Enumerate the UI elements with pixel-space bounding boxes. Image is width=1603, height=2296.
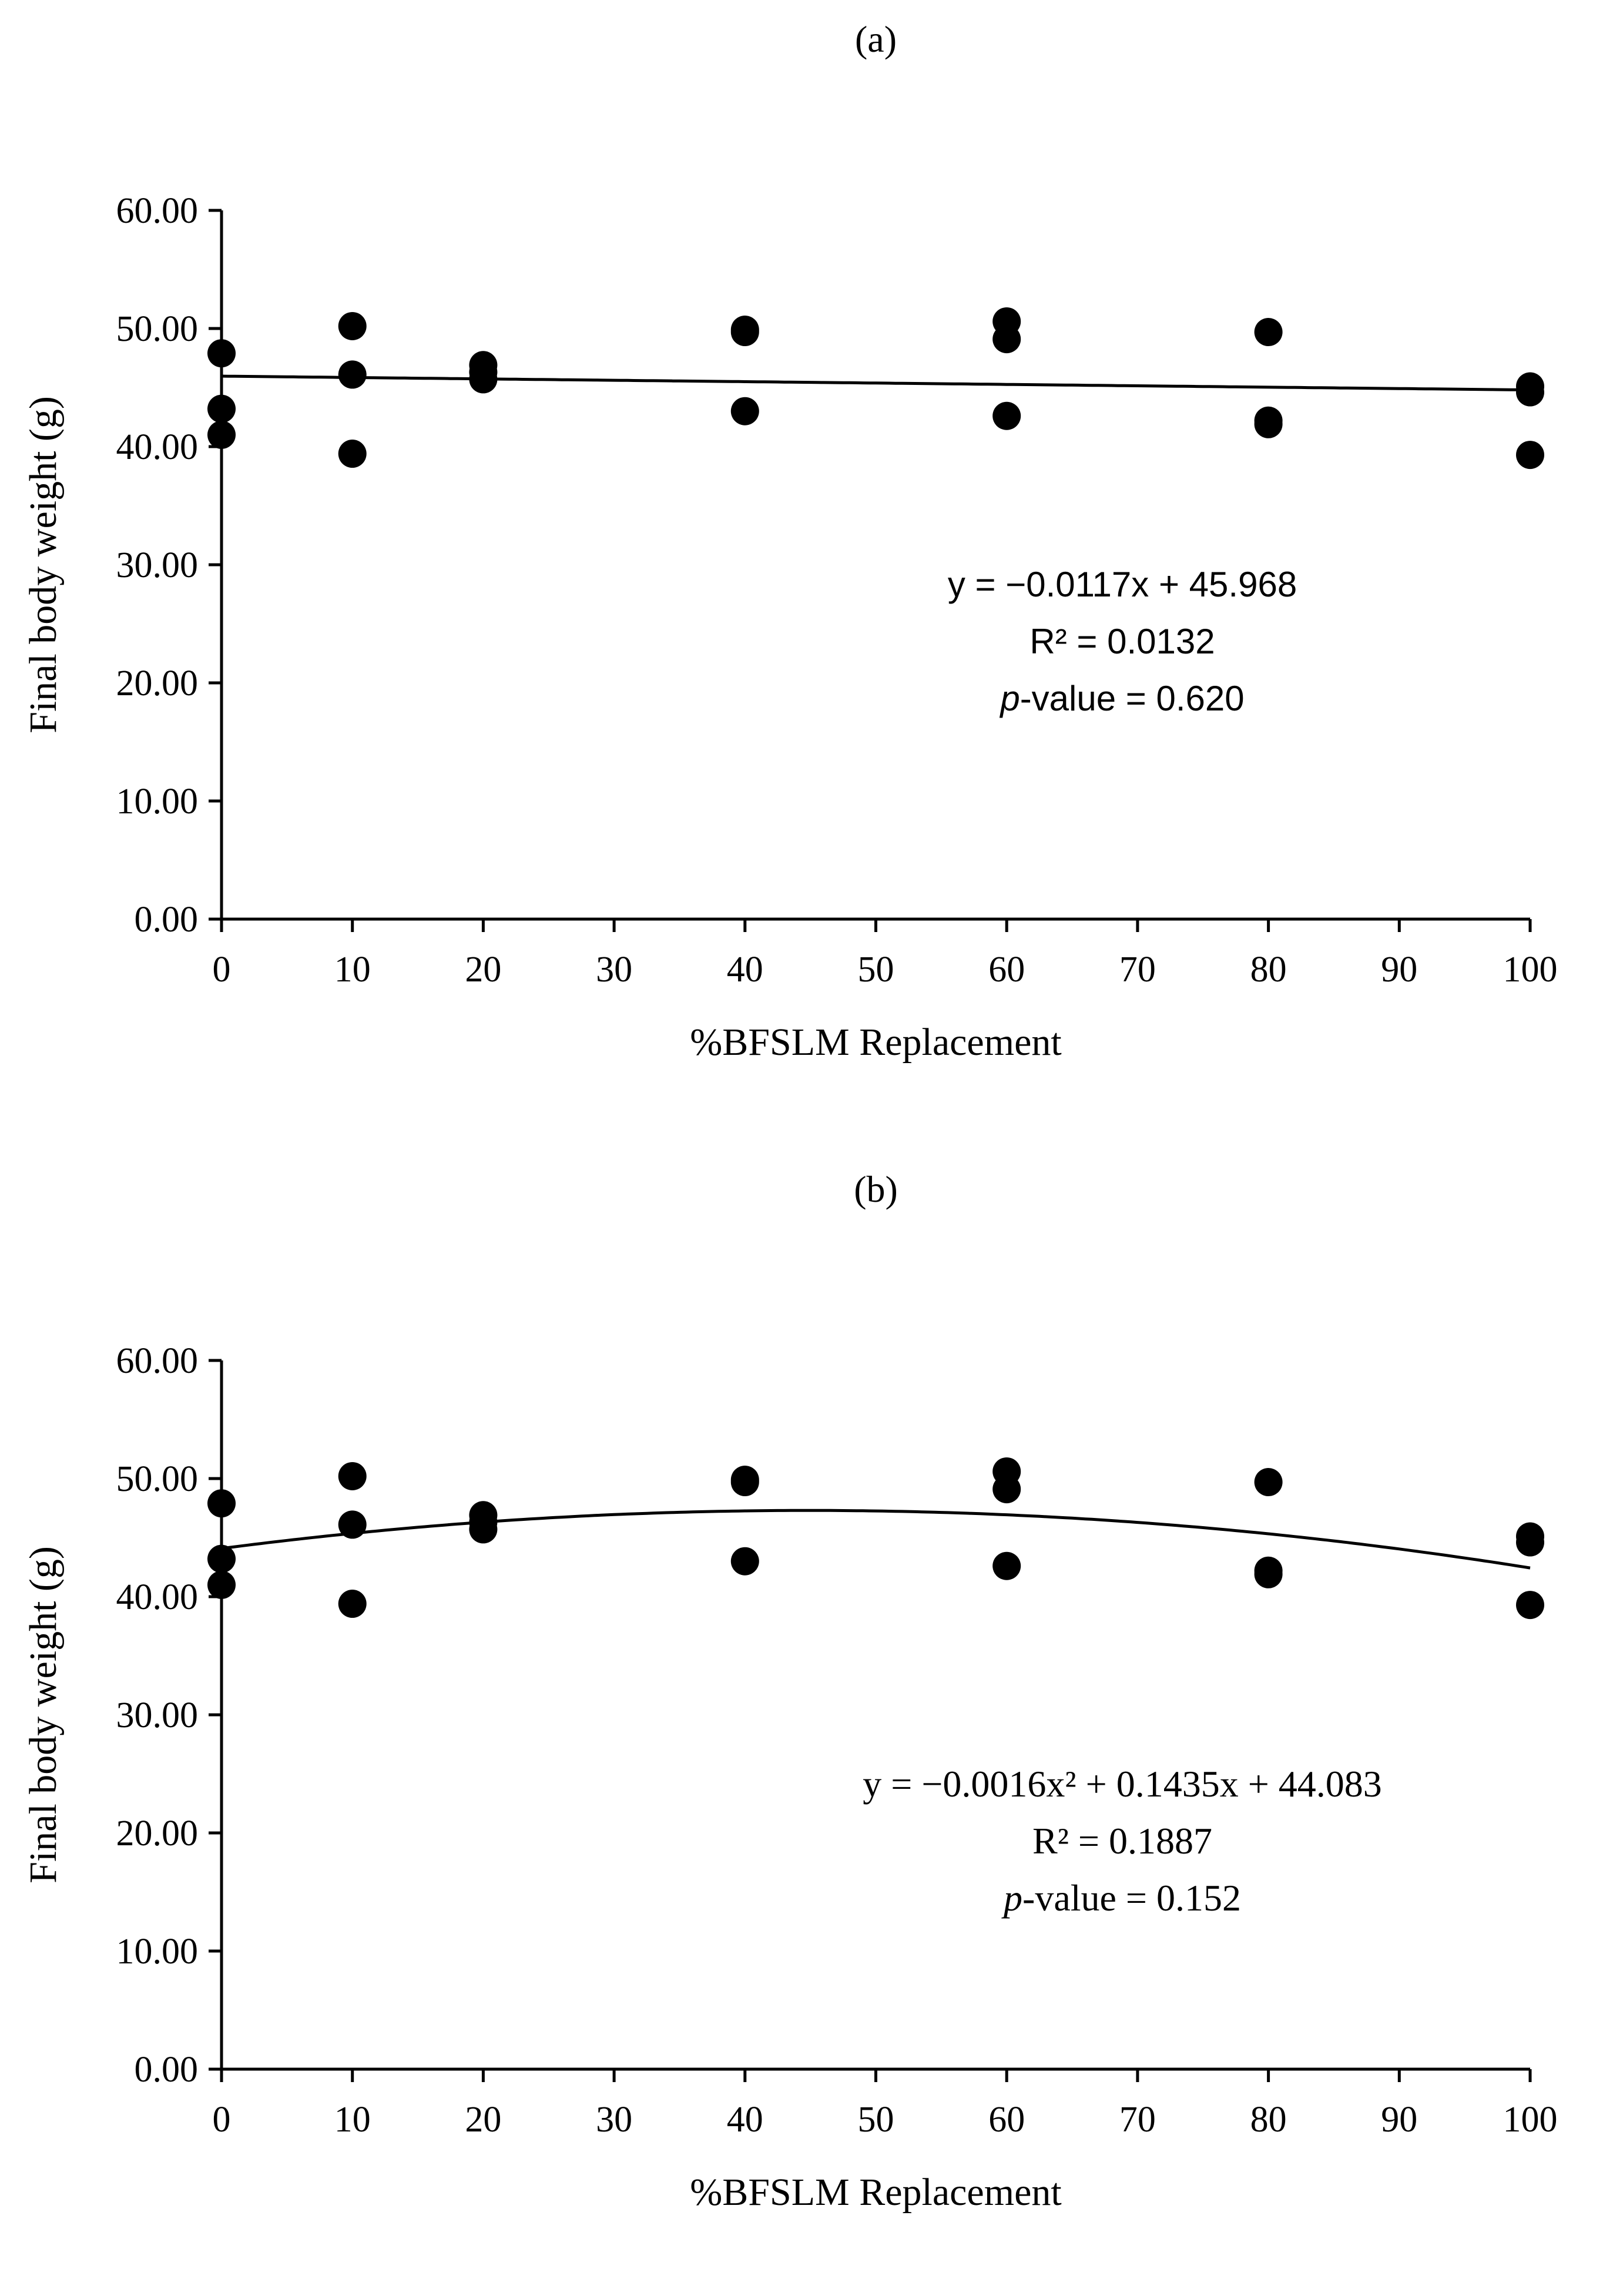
data-point (730, 397, 759, 425)
panel-label: (a) (855, 18, 897, 60)
x-tick-label: 70 (1119, 2100, 1156, 2140)
y-tick-label: 40.00 (116, 427, 199, 467)
data-point (338, 311, 367, 340)
x-tick-label: 60 (988, 2100, 1025, 2140)
data-point (1254, 318, 1283, 347)
x-tick-label: 90 (1381, 950, 1417, 990)
trendline (221, 374, 1531, 392)
x-tick-label: 10 (334, 950, 371, 990)
y-tick-label: 30.00 (116, 1695, 199, 1735)
data-point (1516, 378, 1544, 407)
x-tick-label: 70 (1119, 950, 1156, 990)
data-point (1254, 1468, 1283, 1497)
x-tick-label: 50 (858, 950, 894, 990)
x-tick-label: 80 (1250, 2100, 1287, 2140)
data-point (338, 1462, 367, 1490)
x-tick-label: 40 (727, 950, 763, 990)
x-tick-label: 20 (465, 950, 501, 990)
data-point (992, 401, 1021, 430)
p-italic: p (999, 679, 1020, 718)
regression-equation: y = −0.0117x + 45.968 (948, 565, 1297, 604)
regression-equation: y = −0.0016x² + 0.1435x + 44.083 (863, 1763, 1382, 1805)
data-point (469, 1515, 498, 1544)
data-point (207, 1544, 236, 1573)
x-tick-label: 30 (596, 950, 632, 990)
x-tick-label: 60 (988, 950, 1025, 990)
data-point (469, 365, 498, 394)
y-tick-label: 20.00 (116, 1814, 199, 1853)
y-axis-title: Final body weight (g) (22, 396, 65, 733)
y-tick-label: 10.00 (116, 782, 199, 822)
data-point (338, 440, 367, 468)
chart-panel-a: (a) 0.00 10.00 20.00 30.00 40.00 50.00 60.00 0 10… (0, 0, 1603, 1146)
p-value-label: p-value = 0.620 (999, 679, 1244, 718)
r-squared-label: R² = 0.1887 (1032, 1820, 1212, 1862)
scatter-chart-b: (b) 0.00 10.00 20.00 30.00 40.00 50.00 60.00 0 10… (22, 1168, 1558, 2214)
y-axis-title: Final body weight (g) (22, 1546, 65, 1883)
data-point (1516, 1528, 1544, 1557)
y-tick-label: 20.00 (116, 663, 199, 703)
x-tick-label: 0 (213, 950, 231, 990)
data-point (207, 339, 236, 368)
data-point (1254, 1560, 1283, 1588)
data-point (992, 1551, 1021, 1580)
data-point (207, 420, 236, 449)
data-point (338, 360, 367, 389)
y-tick-label: 40.00 (116, 1577, 199, 1617)
data-point (207, 394, 236, 423)
x-axis-title: %BFSLM Replacement (690, 1021, 1061, 1064)
y-tick-label: 60.00 (116, 1341, 199, 1381)
data-point (338, 1510, 367, 1539)
data-point (1516, 441, 1544, 470)
x-tick-label: 30 (596, 2100, 632, 2140)
x-axis-title: %BFSLM Replacement (690, 2171, 1061, 2214)
y-tick-label: 0.00 (135, 900, 199, 940)
y-tick-label: 50.00 (116, 1459, 199, 1499)
data-point (207, 1570, 236, 1599)
p-italic: p (1001, 1877, 1022, 1919)
p-value-label: p-value = 0.152 (1001, 1877, 1241, 1919)
equation-text: R² = 0.0132 (1029, 622, 1215, 661)
data-point (1516, 1591, 1544, 1620)
y-tick-label: 50.00 (116, 309, 199, 349)
y-tick-label: 0.00 (135, 2050, 199, 2090)
x-tick-label: 80 (1250, 950, 1287, 990)
data-point (207, 1489, 236, 1518)
x-tick-label: 10 (334, 2100, 371, 2140)
equation-text: R² = 0.1887 (1032, 1820, 1212, 1862)
scatter-chart-a: (a) 0.00 10.00 20.00 30.00 40.00 50.00 60.00 0 10… (22, 18, 1558, 1064)
r-squared-label: R² = 0.0132 (1029, 622, 1215, 661)
x-tick-label: 20 (465, 2100, 501, 2140)
x-tick-label: 50 (858, 2100, 894, 2140)
trendline (221, 1509, 1531, 1570)
data-point (992, 325, 1021, 354)
equation-text: y = −0.0117x + 45.968 (948, 565, 1297, 604)
y-tick-label: 10.00 (116, 1932, 199, 1972)
data-point (1254, 410, 1283, 438)
data-point (992, 1475, 1021, 1504)
x-tick-label: 100 (1503, 2100, 1558, 2140)
x-tick-label: 0 (213, 2100, 231, 2140)
data-point (730, 318, 759, 347)
data-point (730, 1468, 759, 1497)
equation-text: y = −0.0016x² + 0.1435x + 44.083 (863, 1763, 1382, 1805)
data-point (338, 1590, 367, 1618)
panel-label: (b) (854, 1168, 898, 1210)
x-tick-label: 40 (727, 2100, 763, 2140)
x-tick-label: 90 (1381, 2100, 1417, 2140)
data-point (730, 1547, 759, 1576)
equation-text: -value = 0.620 (1020, 679, 1245, 718)
y-tick-label: 60.00 (116, 191, 199, 231)
y-tick-label: 30.00 (116, 545, 199, 585)
equation-text: -value = 0.152 (1022, 1877, 1241, 1919)
x-tick-label: 100 (1503, 950, 1558, 990)
chart-panel-b: (b) 0.00 10.00 20.00 30.00 40.00 50.00 60.00 0 10… (0, 1150, 1603, 2296)
